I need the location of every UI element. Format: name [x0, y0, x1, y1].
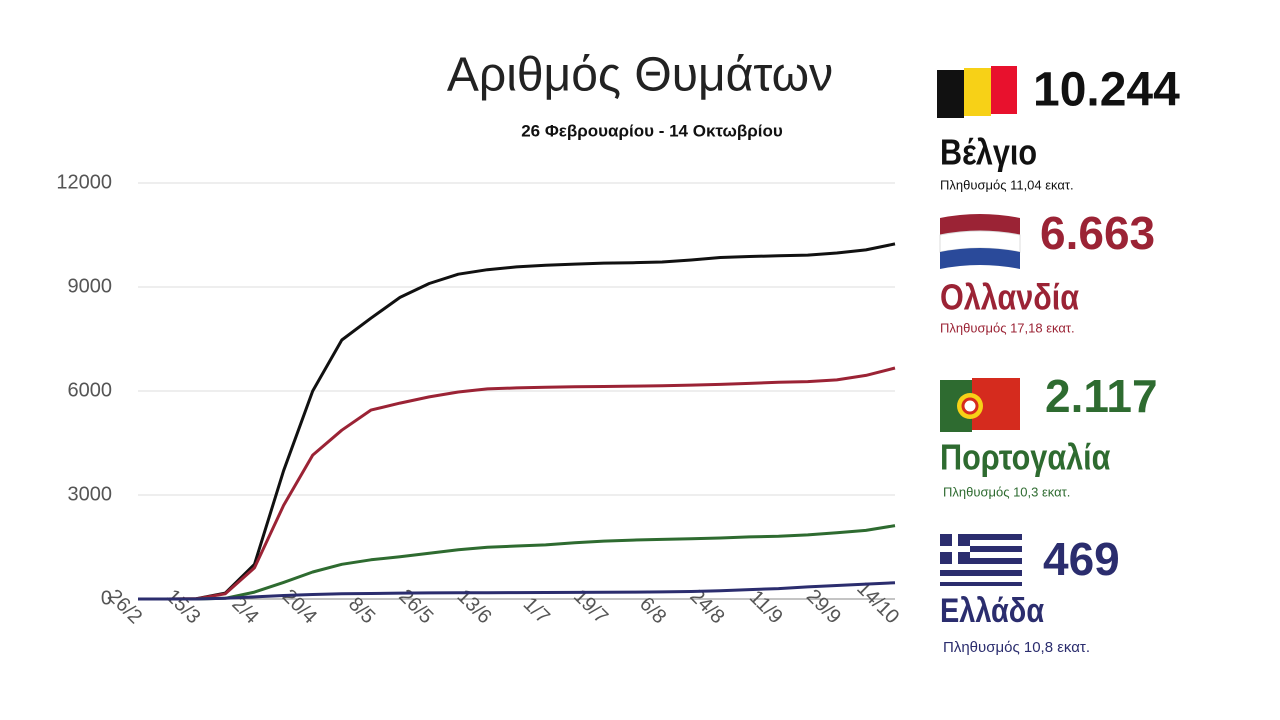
panel-total: 469: [1043, 533, 1120, 585]
panel-population: Πληθυσμός 11,04 εκατ.: [940, 177, 1074, 192]
flag-netherlands: [939, 214, 1021, 269]
panel-country: Βέλγιο: [940, 133, 1037, 173]
y-tick-label: 6000: [68, 379, 113, 401]
panel-country: Πορτογαλία: [940, 438, 1111, 478]
y-tick-label: 3000: [68, 483, 113, 505]
series-line: [138, 524, 896, 601]
panel-total: 2.117: [1045, 370, 1158, 422]
flag-portugal: [940, 378, 1020, 432]
panel-country: Ελλάδα: [940, 591, 1045, 630]
panel-population: Πληθυσμός 17,18 εκατ.: [940, 320, 1075, 335]
panel-population: Πληθυσμός 10,3 εκατ.: [943, 484, 1070, 499]
panel-total: 10.244: [1033, 64, 1180, 117]
panel-country: Ολλανδία: [940, 278, 1080, 318]
series-line: [138, 581, 896, 601]
chart-subtitle: 26 Φεβρουαρίου - 14 Οκτωβρίου: [521, 121, 783, 140]
panel-total: 6.663: [1040, 207, 1155, 259]
y-tick-label: 12000: [56, 171, 112, 193]
flag-greece: [940, 534, 1022, 586]
series-line: [138, 366, 896, 601]
panel-population: Πληθυσμός 10,8 εκατ.: [943, 639, 1090, 656]
y-tick-label: 9000: [68, 275, 113, 297]
chart-title: Αριθμός Θυμάτων: [447, 49, 833, 102]
series-line: [138, 242, 896, 601]
flag-belgium: [937, 66, 1017, 118]
y-tick-label: 0: [101, 587, 112, 609]
